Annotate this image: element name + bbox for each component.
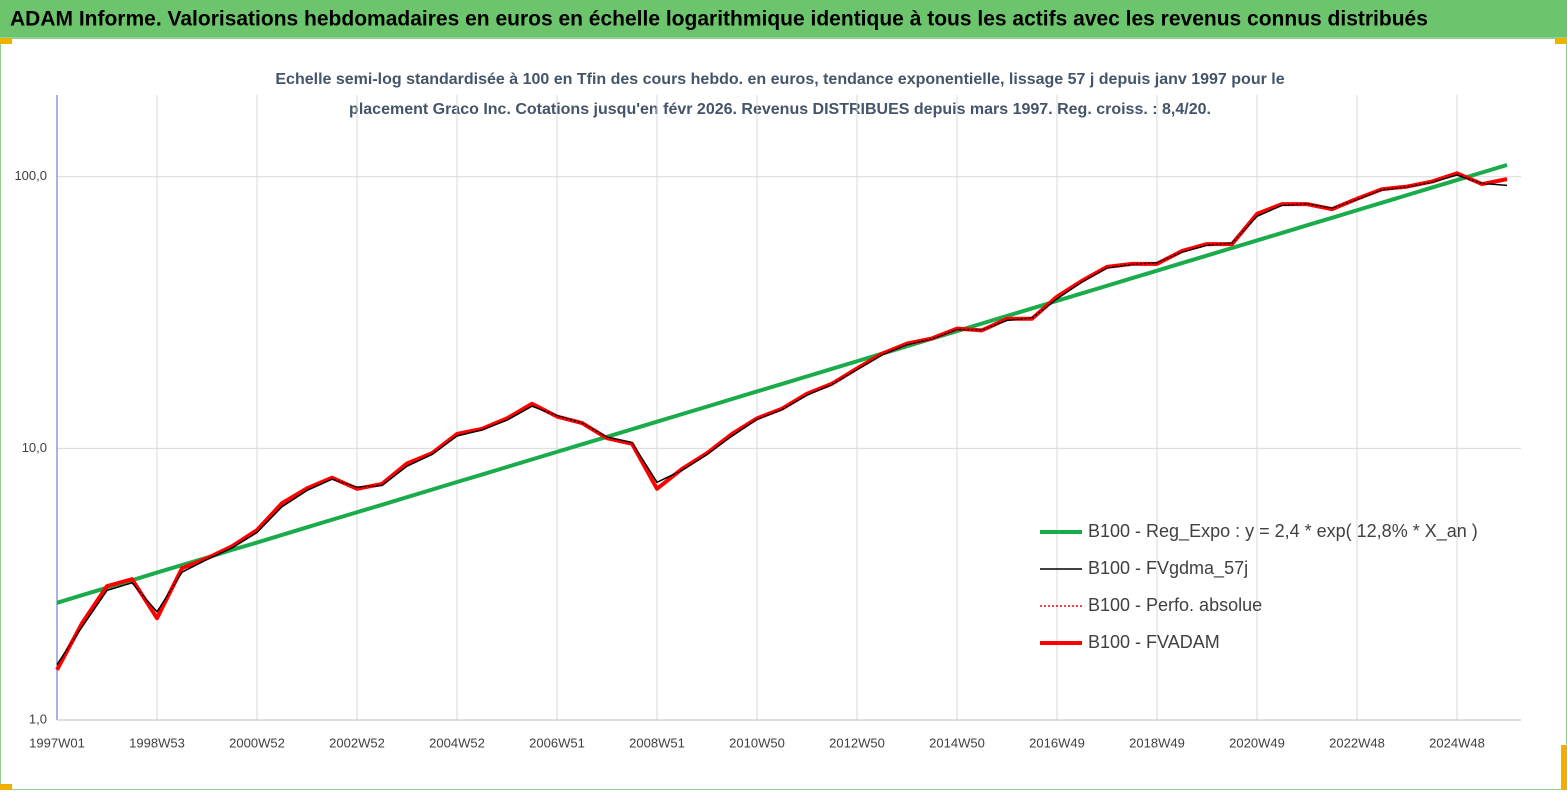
x-tick-label: 2014W50	[929, 735, 985, 750]
legend-label: B100 - FVgdma_57j	[1088, 558, 1248, 579]
corner	[1561, 745, 1567, 790]
x-tick-label: 2018W49	[1129, 735, 1185, 750]
x-tick-label: 2002W52	[329, 735, 385, 750]
corner	[0, 38, 12, 44]
series-line	[56, 163, 1508, 605]
y-tick-label: 100,0	[14, 168, 47, 183]
corner	[0, 784, 12, 790]
x-tick-label: 2022W48	[1329, 735, 1385, 750]
subtitle: placement Graco Inc. Cotations jusqu'en …	[349, 101, 1211, 118]
x-tick-label: 2008W51	[629, 735, 685, 750]
header-bar	[0, 0, 1567, 38]
header-title: ADAM Informe. Valorisations hebdomadaire…	[10, 8, 1428, 31]
legend-label: B100 - Perfo. absolue	[1088, 595, 1262, 615]
x-tick-label: 1998W53	[129, 735, 185, 750]
y-tick-label: 10,0	[22, 440, 47, 455]
series-line	[56, 174, 1508, 665]
legend-label: B100 - FVADAM	[1088, 632, 1220, 652]
subtitle: Echelle semi-log standardisée à 100 en T…	[275, 71, 1284, 88]
x-tick-label: 2012W50	[829, 735, 885, 750]
x-tick-label: 2006W51	[529, 735, 585, 750]
x-tick-label: 2020W49	[1229, 735, 1285, 750]
x-tick-label: 2000W52	[229, 735, 285, 750]
legend-label: B100 - Reg_Expo : y = 2,4 * exp( 12,8% *…	[1088, 521, 1478, 542]
corner	[1555, 38, 1567, 44]
x-tick-label: 2016W49	[1029, 735, 1085, 750]
x-tick-label: 2010W50	[729, 735, 785, 750]
x-tick-label: 1997W01	[29, 735, 85, 750]
y-tick-label: 1,0	[29, 711, 47, 726]
x-tick-label: 2024W48	[1429, 735, 1485, 750]
x-tick-label: 2004W52	[429, 735, 485, 750]
